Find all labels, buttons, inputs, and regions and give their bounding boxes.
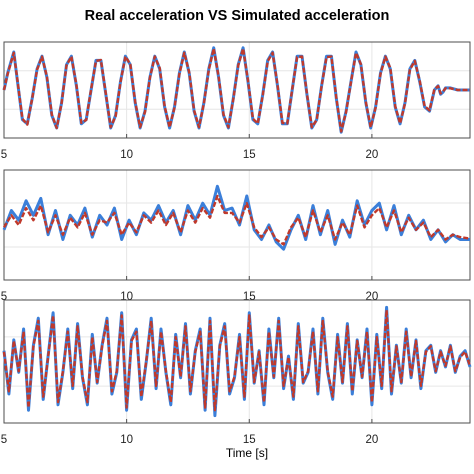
x-tick-label-2-1: 5: [1, 291, 7, 303]
x-tick-label-3-1: 5: [1, 434, 7, 446]
simulated-series-3: [2, 308, 472, 412]
panel-1: 5 10 15 20: [1, 41, 471, 161]
x-tick-label-1-4: 20: [365, 149, 378, 161]
panel-3: 5 10 15 20: [1, 299, 472, 446]
x-tick-label-1-1: 5: [1, 149, 7, 161]
simulated-series-2: [2, 194, 471, 246]
simulated-series-1: [2, 47, 470, 133]
x-axis-label: Time [s]: [225, 446, 269, 460]
chart-title: Real acceleration VS Simulated accelerat…: [84, 8, 390, 24]
x-tick-label-3-2: 10: [120, 434, 133, 446]
axes-box-2: [3, 169, 471, 281]
x-tick-label-1-3: 15: [243, 149, 256, 161]
x-tick-label-1-2: 10: [120, 149, 133, 161]
panel-2: 5 10 15 20: [1, 169, 471, 303]
x-tick-label-3-3: 15: [243, 434, 256, 446]
x-tick-label-3-4: 20: [365, 434, 378, 446]
